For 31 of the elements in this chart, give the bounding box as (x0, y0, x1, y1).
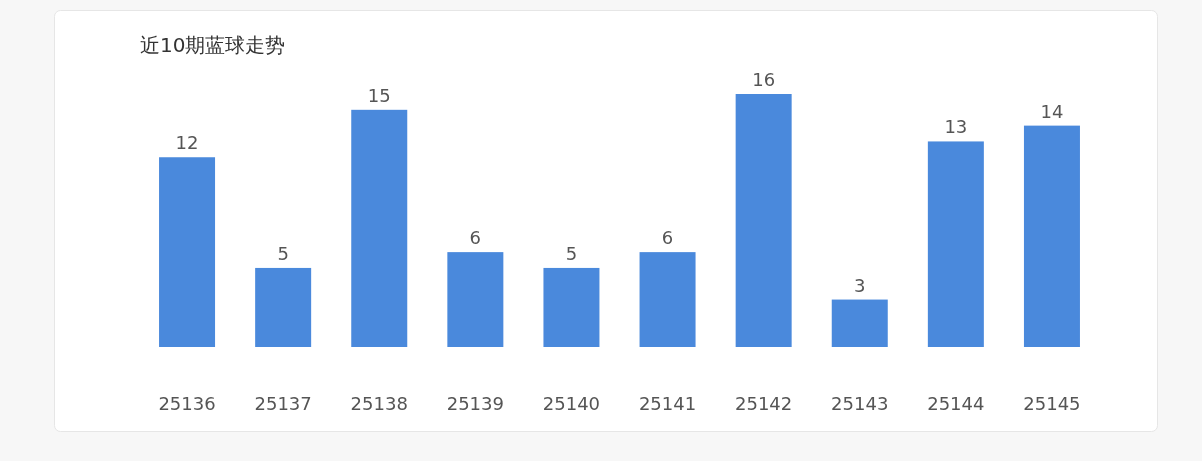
x-tick-label: 25142 (735, 393, 793, 414)
bar (735, 94, 792, 347)
x-tick-label: 25139 (446, 393, 504, 414)
bar (447, 252, 504, 347)
data-label: 16 (752, 69, 776, 90)
x-tick-label: 25145 (1023, 393, 1081, 414)
data-label: 5 (277, 242, 289, 264)
x-tick-label: 25144 (927, 393, 985, 414)
bar (351, 109, 408, 347)
data-label: 12 (175, 132, 199, 154)
data-label: 14 (1040, 100, 1064, 122)
x-tick-label: 25143 (831, 393, 889, 414)
data-label: 5 (565, 242, 578, 264)
x-tick-label: 25138 (350, 393, 408, 414)
bar (639, 252, 696, 347)
x-tick-label: 25141 (638, 393, 697, 414)
data-label: 6 (469, 227, 482, 249)
bar (543, 267, 600, 347)
bar (255, 267, 312, 347)
chart-title: 近10期蓝球走势 (140, 33, 286, 57)
data-label: 15 (367, 84, 391, 106)
bar (159, 157, 216, 347)
bar (1023, 125, 1080, 347)
data-label: 6 (661, 227, 674, 249)
data-label: 13 (944, 116, 968, 138)
x-tick-label: 25137 (254, 393, 312, 414)
x-tick-label: 25140 (542, 393, 601, 414)
x-tick-label: 25136 (158, 393, 216, 414)
bar (831, 299, 888, 347)
bar (927, 141, 984, 347)
data-label: 3 (854, 274, 866, 296)
